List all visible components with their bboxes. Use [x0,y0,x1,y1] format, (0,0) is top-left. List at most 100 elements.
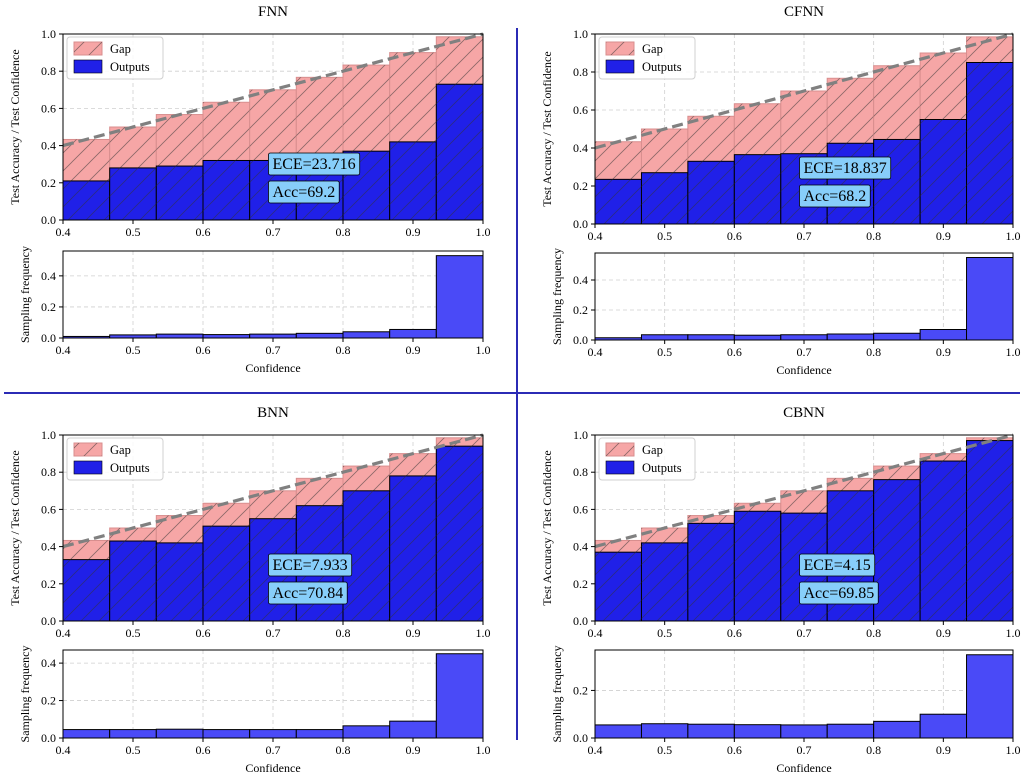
y-tick-label: 0.6 [41,502,56,516]
x-tick-label: 1.0 [476,743,491,757]
y-axis-label: Test Accuracy / Test Confidence [8,450,22,605]
legend-label-gap: Gap [110,443,131,457]
x-axis-label: Confidence [245,361,300,375]
x-tick-label: 0.7 [266,343,281,357]
outputs-bar-hatch [156,166,203,220]
frequency-plot: 0.4 0.5 0.6 0.7 0.8 0.9 1.0 0.0 0.2 0.4 Sampling f… [18,246,491,375]
legend: Gap Outputs [66,437,164,481]
legend-label-gap: Gap [110,42,131,56]
legend: Gap Outputs [66,36,164,80]
outputs-bar-hatch [827,143,874,224]
panel-cfnn: CFNN 0.4 0.5 0.6 0.7 0.8 0.9 1.0 0.0 0.2 0.4 0.6 0.8… [540,4,1021,377]
frequency-plot: 0.4 0.5 0.6 0.7 0.8 0.9 1.0 0.0 0.2 Sampling freq… [550,646,1021,775]
x-tick-label: 0.9 [936,345,951,359]
y-tick-label: 0.0 [573,333,588,347]
accuracy-value: Acc=68.2 [803,188,866,205]
x-tick-label: 0.6 [196,225,211,239]
legend-label-outputs: Outputs [110,60,150,74]
x-tick-label: 0.9 [406,343,421,357]
x-tick-label: 0.7 [266,225,281,239]
x-tick-label: 0.5 [126,626,141,640]
ece-value: ECE=23.716 [272,156,355,173]
frequency-bar [109,729,157,739]
outputs-bar-hatch [436,84,483,220]
panel-fnn: FNN 0.4 0.5 0.6 0.7 0.8 0.9 1.0 0.0 0.2 0.4 0.6 0.8 1… [8,4,491,375]
frequency-bar [919,329,968,341]
y-tick-label: 0.4 [573,540,588,554]
legend-swatch-gap-hatch [606,443,634,456]
legend-swatch-gap-hatch [74,443,102,456]
accuracy-value: Acc=70.84 [272,585,343,602]
outputs-bar-hatch [687,523,735,621]
y-tick-label: 0.2 [573,303,588,317]
y-tick-label: 0.0 [41,614,56,628]
accuracy-value-box [268,180,340,204]
outputs-bar-hatch [734,154,781,224]
frequency-bar [342,725,391,739]
y-tick-label: 0.8 [573,65,588,79]
x-tick-label: 0.6 [196,626,211,640]
ece-value: ECE=4.15 [803,557,870,574]
x-axis-label: Confidence [776,363,831,377]
frequency-bar [249,729,297,739]
y-axis-label: Sampling frequency [18,646,32,743]
frequency-plot: 0.4 0.5 0.6 0.7 0.8 0.9 1.0 0.0 0.2 0.4 Sampling f… [18,646,491,775]
frequency-bar [873,332,921,341]
y-tick-label: 0.6 [41,101,56,115]
x-tick-label: 0.4 [588,345,603,359]
y-tick-label: 0.2 [573,179,588,193]
accuracy-value-box [268,581,348,605]
x-tick-label: 0.5 [126,343,141,357]
frequency-bar [389,720,437,739]
outputs-bar-hatch [966,62,1013,224]
legend-swatch-outputs [73,460,103,475]
x-tick-label: 0.8 [866,626,881,640]
outputs-bar-hatch [641,542,688,621]
outputs-bar-hatch [687,161,735,224]
x-tick-label: 0.9 [406,626,421,640]
outputs-bar-hatch [203,526,250,621]
reliability-plot: 0.4 0.5 0.6 0.7 0.8 0.9 1.0 0.0 0.2 0.4 0.6 0.8 1.0 T… [540,27,1021,243]
accuracy-value-box [799,581,879,605]
y-tick-label: 0.8 [573,465,588,479]
y-tick-label: 0.4 [573,141,588,155]
y-axis-label: Sampling frequency [550,248,564,345]
y-tick-label: 0.6 [573,502,588,516]
ece-value-box [268,553,353,577]
x-tick-label: 1.0 [476,225,491,239]
outputs-bar-hatch [63,180,110,220]
x-axis-label: Confidence [776,761,831,775]
accuracy-value: Acc=69.85 [803,585,874,602]
x-tick-label: 0.9 [406,225,421,239]
x-tick-label: 0.4 [56,343,71,357]
frequency-bar [966,654,1014,739]
legend-swatch-outputs [73,59,103,74]
reliability-plot: 0.4 0.5 0.6 0.7 0.8 0.9 1.0 0.0 0.2 0.4 0.6 0.8 1.0 T… [8,428,491,640]
y-tick-label: 1.0 [41,428,56,442]
outputs-bar-hatch [63,559,110,621]
x-tick-label: 0.4 [588,626,603,640]
panel-bnn: BNN 0.4 0.5 0.6 0.7 0.8 0.9 1.0 0.0 0.2 0.4 0.6 0.8 1… [8,405,491,775]
panel-title: CBNN [783,405,825,421]
frequency-bar [295,332,344,339]
frequency-bar [687,723,735,739]
ece-value: ECE=18.837 [803,160,886,177]
outputs-bar-hatch [436,446,483,621]
frequency-bar [155,728,204,739]
y-tick-label: 0.2 [41,300,56,314]
perfect-calibration-line [62,32,484,148]
frequency-bar [594,724,642,739]
frequency-bar [919,713,968,739]
y-tick-label: 0.2 [41,176,56,190]
outputs-bar-hatch [389,475,437,621]
y-tick-label: 0.8 [41,64,56,78]
frequency-bar [342,331,391,339]
outputs-bar-hatch [873,479,921,621]
legend-swatch-gap-hatch [606,42,634,55]
y-tick-label: 0.0 [573,217,588,231]
y-tick-label: 0.2 [41,694,56,708]
reliability-plot: 0.4 0.5 0.6 0.7 0.8 0.9 1.0 0.0 0.2 0.4 0.6 0.8 1.0 T… [8,27,491,239]
y-tick-label: 1.0 [573,428,588,442]
perfect-calibration-line [594,32,1014,150]
x-tick-label: 0.7 [266,743,281,757]
